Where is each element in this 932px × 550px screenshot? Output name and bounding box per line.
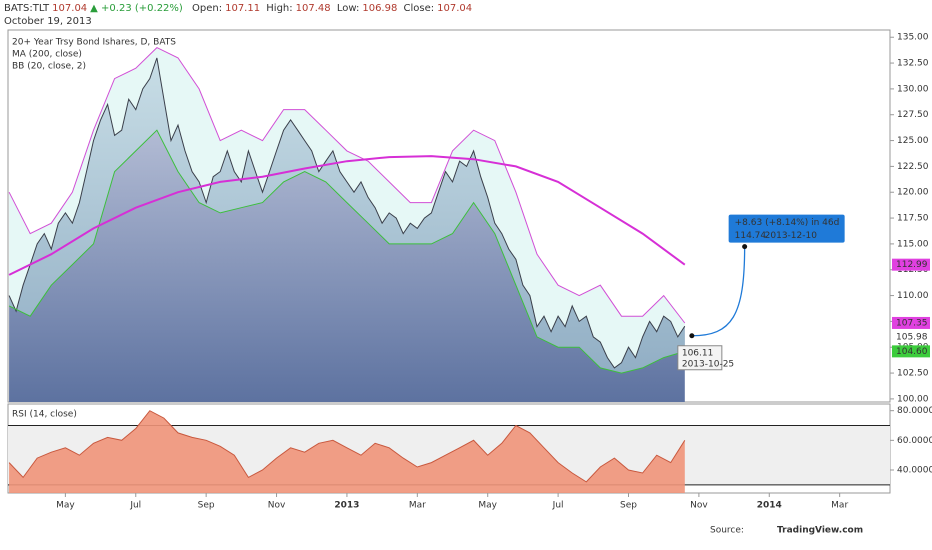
projection-price: 114.74: [735, 231, 767, 241]
change: ▲ +0.23 (+0.22%): [90, 3, 183, 14]
label: Open:: [192, 3, 223, 14]
rsi-area: [9, 410, 685, 493]
high: 107.48: [295, 3, 331, 14]
x-tick-label: May: [478, 501, 497, 511]
price-tag-label: 107.35: [896, 318, 928, 328]
legend-entry: BB (20, close, 2): [12, 62, 86, 72]
x-tick-label: Jul: [552, 501, 564, 511]
price-area: [9, 57, 685, 403]
start-date: 2013-10-25: [682, 359, 734, 369]
price-tag: [892, 331, 930, 344]
projection-start: [689, 333, 695, 339]
rsi-tick-label: 60.0000: [897, 436, 932, 446]
y-tick-label: 117.50: [897, 214, 929, 224]
last: 107.04: [52, 3, 88, 14]
price-tag: [892, 316, 930, 329]
projection-box: [728, 214, 845, 243]
label: Low:: [336, 3, 360, 14]
y-tick-label: 110.00: [897, 291, 929, 301]
x-tick-label: 2013: [334, 501, 359, 511]
rsi-title: RSI (14, close): [12, 410, 77, 420]
x-tick-label: Sep: [620, 501, 637, 511]
projection-end: [742, 244, 748, 250]
x-tick-label: Mar: [831, 501, 848, 511]
y-tick-label: 120.00: [897, 188, 929, 198]
low: 106.98: [362, 3, 398, 14]
y-tick-label: 115.00: [897, 239, 929, 249]
start-price: 106.11: [682, 348, 714, 358]
y-tick-label: 122.50: [897, 162, 929, 172]
symbol: BATS:TLT: [4, 3, 50, 14]
rsi-tick-label: 40.0000: [897, 466, 932, 476]
y-tick-label: 135.00: [897, 33, 929, 43]
date: October 19, 2013: [4, 16, 92, 27]
price-tag: [892, 345, 930, 358]
price-tag-label: 104.60: [896, 347, 928, 357]
close: 107.04: [437, 3, 473, 14]
x-tick-label: 2014: [757, 501, 782, 511]
y-tick-label: 125.00: [897, 136, 929, 146]
projection-arrow: [691, 246, 746, 337]
legend-entry: MA (200, close): [12, 50, 82, 60]
x-tick-label: Sep: [198, 501, 215, 511]
change-text: +0.23 (+0.22%): [101, 3, 183, 14]
x-tick-label: May: [56, 501, 75, 511]
y-tick-label: 102.50: [897, 369, 929, 379]
price-line: [8, 57, 686, 369]
y-tick-label: 132.50: [897, 59, 929, 69]
y-tick-label: 100.00: [897, 394, 929, 404]
rsi-tick-label: 80.0000: [897, 406, 932, 416]
x-tick-label: Nov: [690, 501, 708, 511]
quote-line: BATS:TLT 107.04 ▲ +0.23 (+0.22%) Open: 107.…: [4, 2, 475, 15]
rsi-line: [8, 410, 686, 483]
start-box: [677, 345, 723, 371]
price-tag-label: 112.99: [896, 260, 928, 270]
x-tick-label: Jul: [129, 501, 141, 511]
ma-line: [8, 155, 686, 276]
y-tick-label: 130.00: [897, 84, 929, 94]
header: BATS:TLT 107.04 ▲ +0.23 (+0.22%) Open: 107.…: [4, 2, 475, 28]
projection-date: 2013-12-10: [765, 231, 818, 241]
open: 107.11: [225, 3, 261, 14]
y-tick-label: 127.50: [897, 110, 929, 120]
x-tick-label: Nov: [268, 501, 286, 511]
price-tag-label: 105.98: [896, 333, 928, 343]
legend-entry: 20+ Year Trsy Bond Ishares, D, BATS: [12, 38, 176, 48]
source-name: TradingView.com: [777, 526, 863, 536]
label: Close:: [403, 3, 435, 14]
bb-fill: [9, 47, 685, 374]
bb-lower: [8, 129, 685, 374]
label: High:: [266, 3, 293, 14]
source-prefix: Source:: [710, 526, 744, 536]
projection-text: +8.63 (+8.14%) in 46d: [735, 218, 840, 228]
bb-upper: [8, 46, 686, 324]
price-tag: [892, 258, 930, 271]
x-tick-label: Mar: [409, 501, 426, 511]
